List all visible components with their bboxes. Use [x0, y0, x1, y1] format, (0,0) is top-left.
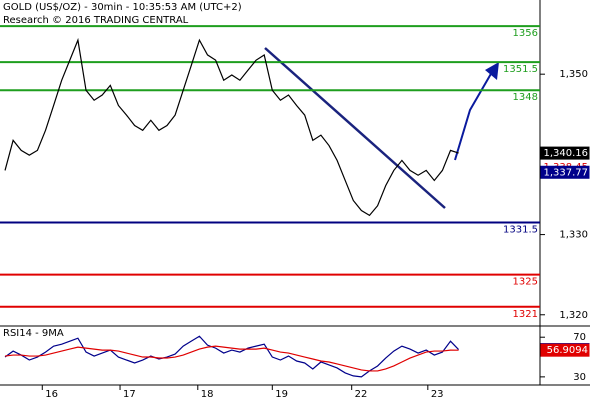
- price-tag-label: 1,340.16: [543, 148, 588, 159]
- level-label: 1331.5: [503, 225, 538, 236]
- y-tick-label: 30: [573, 372, 586, 383]
- rsi-title: RSI14 - 9MA: [3, 328, 64, 339]
- chart-title: GOLD (US$/OZ) - 30min - 10:35:53 AM (UTC…: [3, 2, 242, 13]
- trendline: [264, 47, 446, 209]
- level-label: 1321: [513, 309, 538, 320]
- series-line: [4, 37, 459, 217]
- series-line: [4, 335, 460, 378]
- arrow-head: [485, 62, 499, 80]
- y-tick-label: 70: [573, 332, 586, 343]
- y-tick-label: 1,320: [559, 310, 588, 321]
- x-tick-label: 22: [355, 389, 368, 400]
- level-label: 1356: [513, 28, 538, 39]
- x-tick-label: 17: [123, 389, 136, 400]
- chart-subtitle: Research © 2016 TRADING CENTRAL: [3, 15, 189, 26]
- x-tick-label: 19: [275, 389, 288, 400]
- x-tick-label: 16: [45, 389, 58, 400]
- x-tick-label: 18: [201, 389, 214, 400]
- price-tag-label: 56.9094: [547, 345, 588, 356]
- price-tag: [540, 146, 590, 160]
- price-tag: [540, 165, 590, 179]
- price-tag: [540, 343, 590, 357]
- level-label: 1325: [513, 277, 538, 288]
- forecast-arrow: [454, 71, 493, 161]
- level-label: 1351.5: [503, 64, 538, 75]
- price-tag-label: 1,337.77: [543, 167, 588, 178]
- series-line: [4, 345, 459, 372]
- level-label: 1348: [513, 92, 538, 103]
- y-tick-label: 1,330: [559, 230, 588, 241]
- x-tick-label: 23: [431, 389, 444, 400]
- y-tick-label: 1,350: [559, 69, 588, 80]
